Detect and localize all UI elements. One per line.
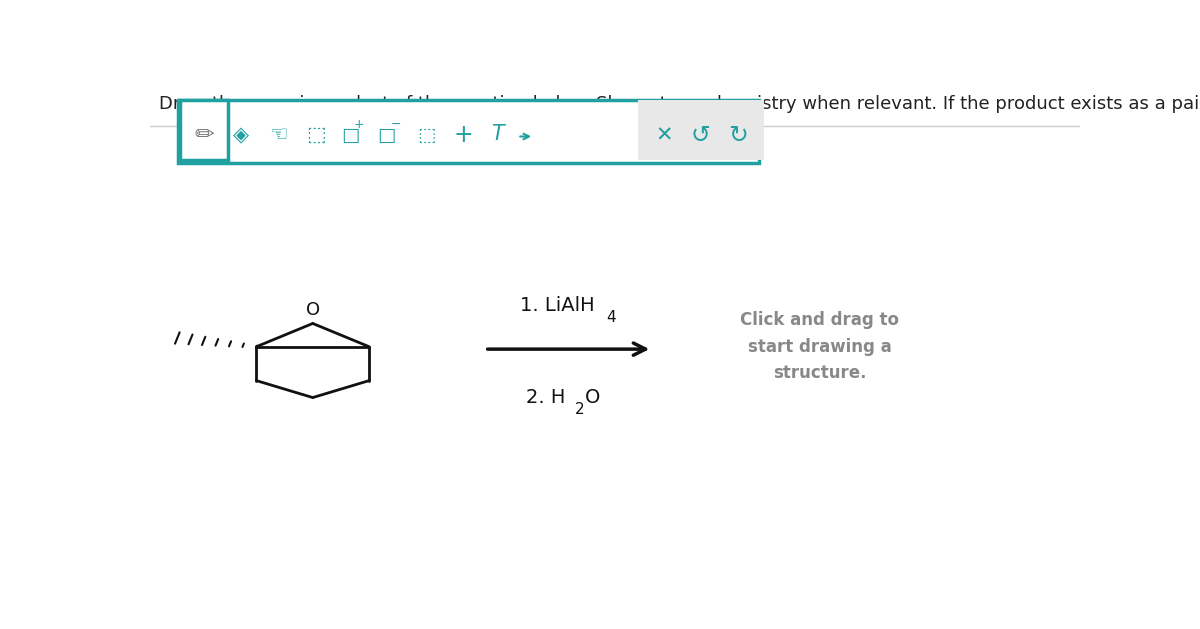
Text: 4: 4 xyxy=(606,310,616,325)
Text: ☜: ☜ xyxy=(269,125,288,145)
Text: 2: 2 xyxy=(575,402,584,417)
Text: Draw the organic product of the reaction below. Show stereochemistry when releva: Draw the organic product of the reaction… xyxy=(160,95,1200,113)
Text: −: − xyxy=(390,118,401,131)
Text: Click and drag to
start drawing a
structure.: Click and drag to start drawing a struct… xyxy=(740,311,899,382)
Text: T: T xyxy=(492,124,504,143)
FancyBboxPatch shape xyxy=(178,99,760,163)
Text: +: + xyxy=(454,123,473,147)
Text: □: □ xyxy=(341,126,359,145)
Text: □: □ xyxy=(377,126,396,145)
Text: ↺: ↺ xyxy=(691,123,710,147)
Bar xyxy=(180,99,228,160)
Text: ✕: ✕ xyxy=(655,125,673,145)
Text: ⬚: ⬚ xyxy=(306,125,325,145)
Text: ◈: ◈ xyxy=(233,125,250,145)
Text: ✏: ✏ xyxy=(194,123,214,147)
Text: 2. H: 2. H xyxy=(526,388,565,407)
Text: O: O xyxy=(306,301,320,319)
Text: 1. LiAlH: 1. LiAlH xyxy=(520,296,595,315)
Text: ⬚: ⬚ xyxy=(418,126,436,145)
Text: O: O xyxy=(584,388,600,407)
Text: +: + xyxy=(354,118,365,131)
Bar xyxy=(638,99,763,160)
Text: ↻: ↻ xyxy=(728,123,748,147)
